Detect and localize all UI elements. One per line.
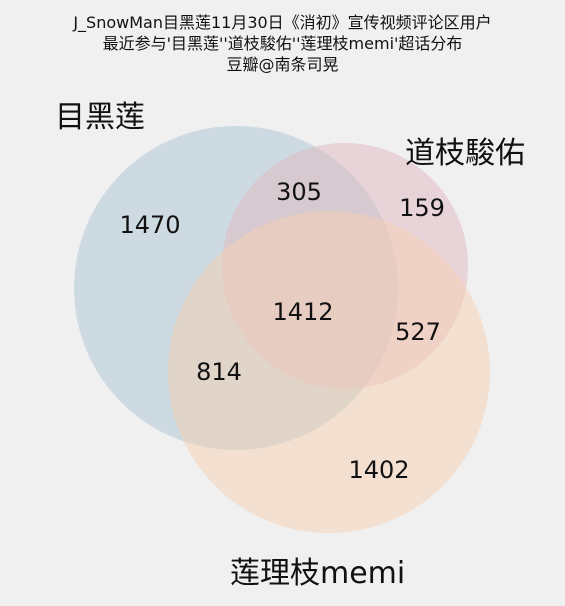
region-count-2: 1402	[348, 456, 409, 484]
region-count-1-2: 527	[395, 318, 441, 346]
set-label-meguro-ren: 目黑莲	[55, 100, 145, 135]
chart-title: J_SnowMan目黑莲11月30日《消初》宣传视频评论区用户 最近参与'目黑莲…	[73, 13, 492, 74]
set-circle-renrieda-memi	[168, 211, 490, 533]
region-count-1: 159	[399, 194, 445, 222]
set-label-michieda-shunsuke: 道枝駿佑	[405, 136, 525, 171]
set-label-renrieda-memi: 莲理枝memi	[230, 556, 405, 591]
region-count-0: 1470	[119, 211, 180, 239]
region-count-0-1: 305	[276, 178, 322, 206]
region-count-0-1-2: 1412	[272, 298, 333, 326]
region-count-0-2: 814	[196, 358, 242, 386]
